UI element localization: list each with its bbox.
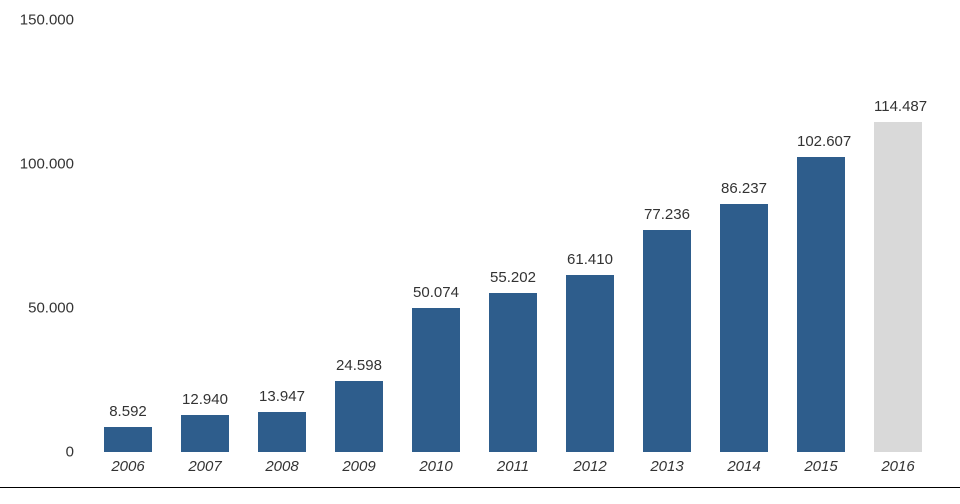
bar: 77.236: [643, 230, 691, 452]
bar-value-label: 24.598: [335, 357, 383, 374]
bar-value-label: 8.592: [104, 403, 152, 420]
bar: 86.237: [720, 204, 768, 452]
x-tick-label: 2012: [573, 458, 606, 475]
x-tick-label: 2007: [188, 458, 221, 475]
x-tick-label: 2014: [727, 458, 760, 475]
x-tick-label: 2010: [419, 458, 452, 475]
bar-value-label: 102.607: [797, 133, 845, 150]
bar: 24.598: [335, 381, 383, 452]
x-tick-label: 2006: [111, 458, 144, 475]
bar: 13.947: [258, 412, 306, 452]
chart-bottom-rule: [0, 487, 960, 488]
bar-value-label: 50.074: [412, 284, 460, 301]
x-axis: 2006 2007 2008 2009 2010 2011 2012 2013 2014 2015…: [88, 458, 940, 498]
bar: 61.410: [566, 275, 614, 452]
bar-value-label: 55.202: [489, 269, 537, 286]
bar: 55.202: [489, 293, 537, 452]
x-tick-label: 2015: [804, 458, 837, 475]
bar-value-label: 77.236: [643, 206, 691, 223]
plot-area: 8.592 12.940 13.947 24.598 50.074 55.202 61.41…: [88, 20, 940, 452]
bar-value-label: 13.947: [258, 388, 306, 405]
y-tick-label: 50.000: [14, 300, 74, 317]
bar-chart: 0 50.000 100.000 150.000 8.592 12.940 13.947 2…: [0, 0, 960, 504]
x-tick-label: 2013: [650, 458, 683, 475]
bar-value-label: 12.940: [181, 391, 229, 408]
y-tick-label: 150.000: [14, 12, 74, 29]
bar-value-label: 86.237: [720, 180, 768, 197]
x-tick-label: 2009: [342, 458, 375, 475]
bar: 50.074: [412, 308, 460, 452]
y-tick-label: 0: [14, 444, 74, 461]
bar: 12.940: [181, 415, 229, 452]
x-tick-label: 2011: [497, 458, 529, 475]
x-tick-label: 2008: [265, 458, 298, 475]
bar-value-label: 61.410: [566, 251, 614, 268]
bar: 114.487: [874, 122, 922, 452]
y-tick-label: 100.000: [14, 156, 74, 173]
x-tick-label: 2016: [881, 458, 914, 475]
bar-value-label: 114.487: [874, 98, 922, 115]
bar: 8.592: [104, 427, 152, 452]
bar: 102.607: [797, 157, 845, 453]
